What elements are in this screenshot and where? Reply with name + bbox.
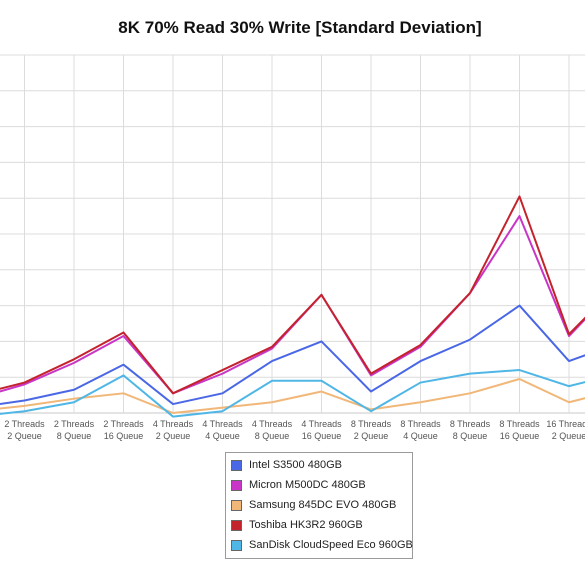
chart-title: 8K 70% Read 30% Write [Standard Deviatio…	[118, 18, 482, 37]
series-line-3	[0, 195, 585, 395]
x-tick-label: 4 Threads 16 Queue	[301, 419, 342, 441]
x-tick-label: 4 Threads 8 Queue	[252, 419, 293, 441]
series-line-4	[0, 369, 585, 418]
legend-swatch	[231, 479, 242, 491]
x-tick-label: 8 Threads 2 Queue	[351, 419, 392, 441]
x-tick-label: 8 Threads 4 Queue	[400, 419, 441, 441]
x-tick-label: 4 Threads 2 Queue	[153, 419, 194, 441]
legend-swatch	[231, 459, 242, 471]
chart-legend: Intel S3500 480GB Micron M500DC 480GB Sa…	[225, 452, 413, 559]
x-tick-label: 2 Threads 16 Queue	[103, 419, 144, 441]
legend-label: Samsung 845DC EVO 480GB	[249, 499, 397, 511]
legend-item[interactable]: Intel S3500 480GB	[226, 455, 412, 475]
x-tick-label: 2 Threads 8 Queue	[54, 419, 95, 441]
legend-item[interactable]: Toshiba HK3R2 960GB	[226, 515, 412, 535]
legend-label: Toshiba HK3R2 960GB	[249, 519, 363, 531]
x-tick-label: 8 Threads 8 Queue	[450, 419, 491, 441]
x-tick-label: 2 Threads 2 Queue	[4, 419, 45, 441]
legend-swatch	[231, 499, 242, 511]
legend-item[interactable]: SanDisk CloudSpeed Eco 960GB	[226, 535, 413, 555]
legend-label: Micron M500DC 480GB	[249, 479, 366, 491]
series-line-2	[0, 377, 585, 414]
legend-item[interactable]: Micron M500DC 480GB	[226, 475, 412, 495]
legend-label: SanDisk CloudSpeed Eco 960GB	[249, 539, 413, 551]
x-tick-label: 8 Threads 16 Queue	[499, 419, 540, 441]
legend-swatch	[231, 539, 242, 551]
legend-swatch	[231, 519, 242, 531]
legend-item[interactable]: Samsung 845DC EVO 480GB	[226, 495, 412, 515]
series-line-0	[0, 304, 585, 406]
legend-label: Intel S3500 480GB	[249, 459, 342, 471]
x-tick-label: 4 Threads 4 Queue	[202, 419, 243, 441]
